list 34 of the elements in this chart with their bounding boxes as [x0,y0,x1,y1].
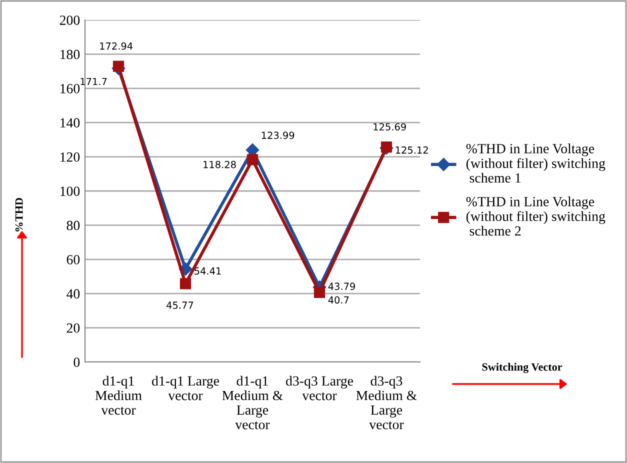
y-tick-label: 160 [60,84,80,94]
legend-label: %THD in Line Voltage (without filter) switching scheme 2 [466,196,606,236]
x-tick-label: d3-q3 Medium & Large vector [356,376,417,430]
data-label: 125.69 [374,123,406,131]
y-tick-label: 100 [60,186,80,196]
y-tick-label: 180 [60,50,80,60]
data-label: 43.79 [328,282,355,290]
data-label: 40.7 [328,296,349,304]
x-tick-label: d1-q1 Medium vector [95,376,142,415]
x-tick-label: d3-q3 Large vector [286,376,354,400]
data-label: 54.41 [194,267,221,275]
point [246,154,258,166]
data-label: 172.94 [100,42,133,50]
y-axis-title: %THD [15,198,23,232]
y-tick-label: 120 [60,152,80,162]
y-tick-label: 0 [74,358,80,367]
y-tick-label: 140 [60,118,80,128]
data-label: 171.7 [80,78,107,86]
y-tick-label: 200 [60,16,80,25]
point [314,286,326,298]
y-tick-label: 60 [66,254,80,264]
x-tick-label: d1-q1 Medium & Large vector [222,376,283,430]
data-label: 45.77 [166,302,194,309]
legend-label: %THD in Line Voltage (without filter) switching scheme 1 [466,144,606,183]
x-tick-label: d1-q1 Large vector [152,376,220,400]
y-tick-label: 80 [66,220,80,230]
point [112,60,124,72]
data-label: 118.28 [204,160,236,168]
data-label: 123.99 [262,132,294,140]
y-tick-label: 40 [66,289,80,299]
y-tick-label: 20 [66,323,80,333]
data-label: 125.12 [396,146,428,154]
point [180,278,192,290]
text: Switching Vector [482,362,562,374]
